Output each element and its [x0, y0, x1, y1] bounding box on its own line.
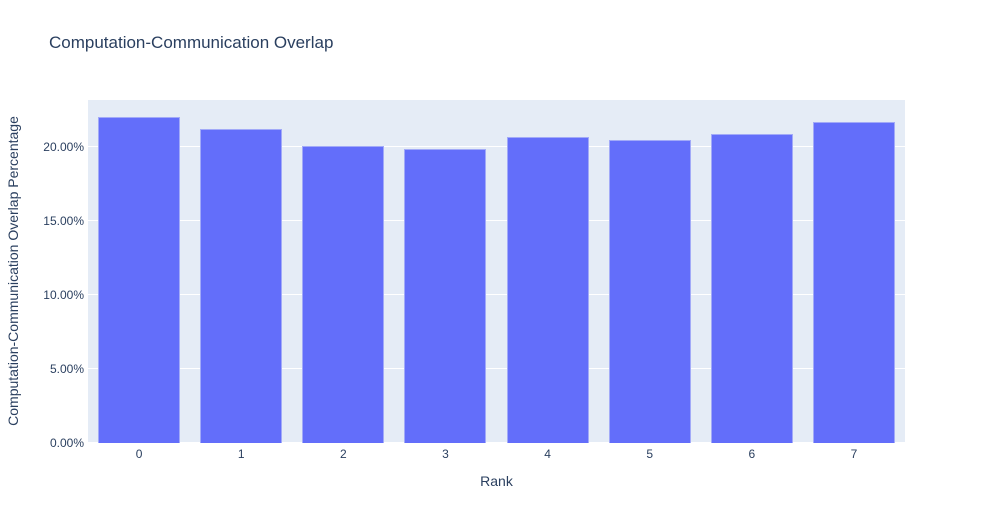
y-tick-label: 20.00%	[43, 140, 84, 155]
bar-rank-0[interactable]	[98, 117, 181, 443]
bar-rank-7[interactable]	[812, 121, 895, 443]
y-axis-tick-labels: 0.00% 5.00% 10.00% 15.00% 20.00%	[0, 100, 84, 450]
x-tick-label: 4	[544, 447, 551, 461]
bar-rank-4[interactable]	[506, 136, 589, 443]
bar-slot	[190, 100, 292, 443]
bar-rank-5[interactable]	[608, 139, 691, 443]
gridline	[88, 368, 905, 370]
y-tick-label: 15.00%	[43, 214, 84, 229]
x-axis-title: Rank	[480, 473, 513, 489]
y-tick-label: 5.00%	[49, 362, 84, 376]
bar-rank-3[interactable]	[404, 148, 487, 443]
gridline	[88, 294, 905, 296]
bar-slot	[394, 100, 496, 443]
x-axis-tick-labels: 0 1 2 3 4 5 6 7	[88, 447, 905, 461]
bar-slot	[292, 100, 394, 443]
x-tick-label: 2	[339, 447, 347, 461]
y-tick-label: 0.00%	[49, 436, 84, 450]
gridline	[88, 442, 905, 443]
x-tick-label: 5	[646, 447, 654, 461]
plot-area[interactable]	[88, 100, 905, 443]
x-tick-label: 3	[442, 447, 449, 461]
bar-rank-1[interactable]	[200, 129, 283, 443]
bar-slot	[88, 100, 190, 443]
x-tick-label: 1	[237, 447, 245, 461]
bars-layer	[88, 100, 905, 443]
bar-slot	[701, 100, 803, 443]
bar-slot	[599, 100, 701, 443]
chart-title: Computation-Communication Overlap	[49, 33, 334, 52]
bar-rank-6[interactable]	[710, 133, 793, 443]
bar-slot	[803, 100, 905, 443]
y-tick-label: 10.00%	[43, 288, 84, 303]
gridline	[88, 220, 905, 222]
x-tick-label: 6	[748, 447, 756, 461]
bar-rank-2[interactable]	[302, 145, 385, 443]
x-tick-label: 7	[850, 447, 858, 461]
x-tick-label: 0	[135, 447, 143, 461]
bar-slot	[497, 100, 599, 443]
gridline	[88, 146, 905, 148]
